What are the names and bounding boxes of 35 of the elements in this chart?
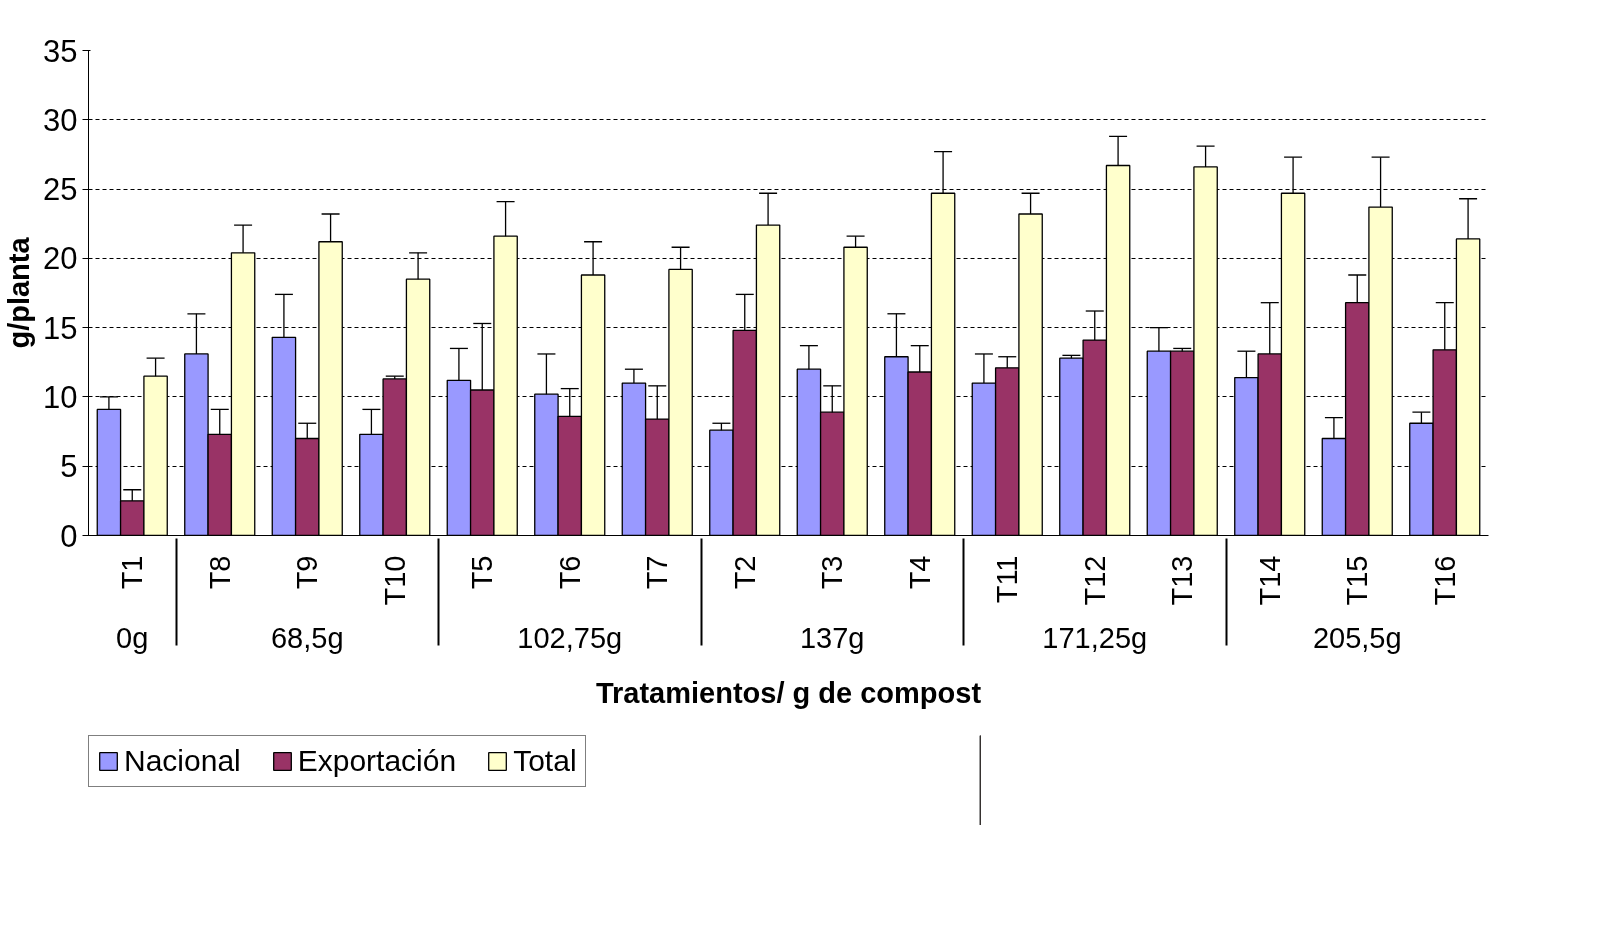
- x-tick-label: T3: [816, 555, 849, 590]
- x-tick-label: T4: [903, 555, 936, 590]
- x-axis-title: Tratamientos/ g de compost: [595, 677, 982, 710]
- x-tick-label: T15: [1341, 555, 1374, 606]
- y-tick-label: 0: [60, 518, 78, 554]
- y-tick-label: 25: [43, 172, 78, 208]
- y-tick-label: 5: [60, 449, 78, 485]
- y-tick-label: 35: [43, 33, 78, 69]
- y-tick-label: 30: [43, 102, 78, 138]
- x-tick-label: T12: [1078, 555, 1111, 606]
- legend-label: Exportación: [297, 744, 457, 778]
- y-tick-label: 20: [43, 241, 78, 277]
- x-tick-label: T8: [203, 555, 236, 590]
- x-tick-label: T2: [728, 555, 761, 590]
- text: 205,5g: [1312, 622, 1402, 655]
- y-tick-label: 10: [43, 379, 78, 415]
- legend-label: Nacional: [124, 744, 241, 778]
- x-tick-label: T13: [1166, 555, 1199, 606]
- text: 171,25g: [1042, 622, 1148, 655]
- text: 68,5g: [270, 622, 344, 655]
- x-tick-label: T7: [641, 555, 674, 590]
- y-tick-label: 15: [43, 310, 78, 346]
- y-axis-title: g/planta: [3, 236, 36, 349]
- x-tick-label: T14: [1253, 555, 1286, 606]
- text: 0g: [116, 622, 149, 655]
- x-tick-label: T11: [991, 555, 1024, 604]
- text: 102,75g: [517, 622, 623, 655]
- legend-label: Total: [513, 744, 577, 778]
- x-tick-label: T1: [116, 555, 149, 590]
- text: 137g: [799, 622, 865, 655]
- x-tick-label: T16: [1428, 555, 1461, 606]
- x-tick-label: T10: [378, 555, 411, 606]
- x-tick-label: T6: [553, 555, 586, 590]
- x-tick-label: T5: [466, 555, 499, 590]
- x-tick-label: T9: [291, 555, 324, 590]
